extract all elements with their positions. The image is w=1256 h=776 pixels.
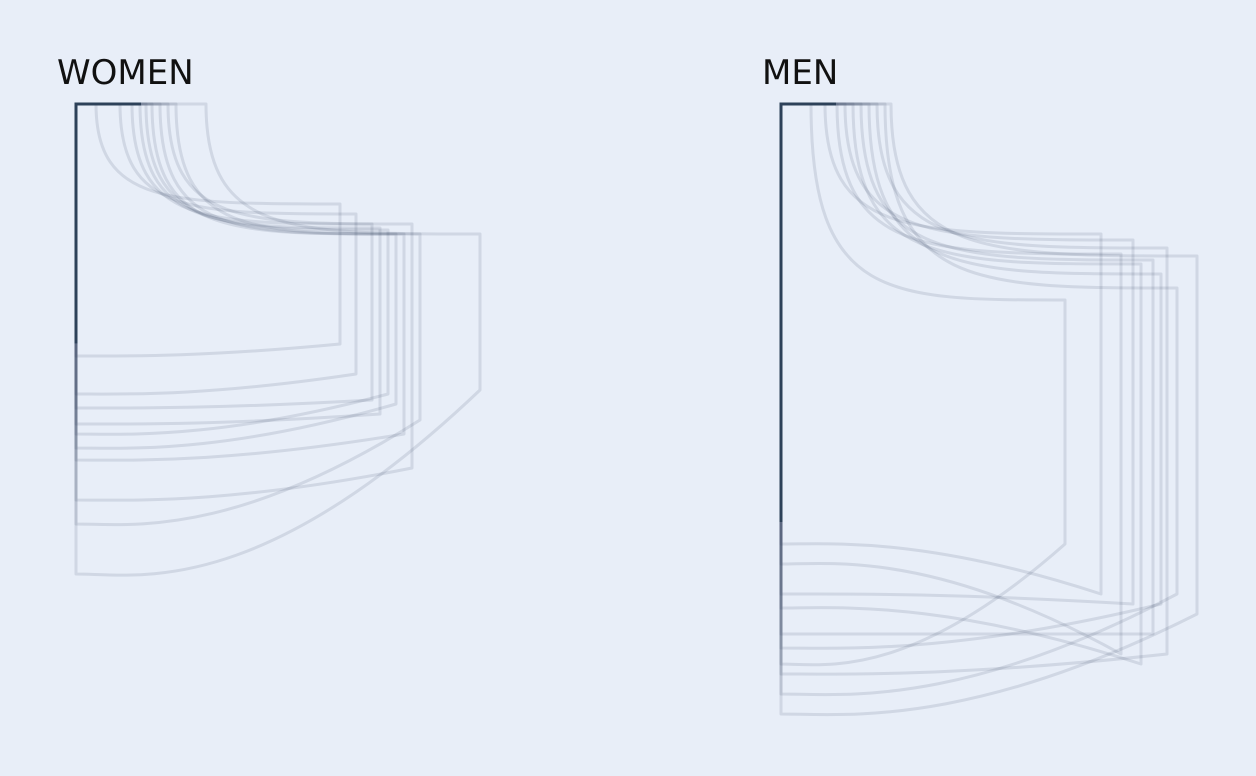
pocket: [74, 102, 422, 527]
pocket: [74, 102, 382, 426]
pocket: [779, 102, 1155, 636]
pocket: [74, 102, 358, 396]
pocket: [779, 102, 1103, 596]
pocket: [779, 102, 1179, 697]
pocket: [74, 102, 414, 502]
pocket: [779, 102, 1135, 606]
pocket: [779, 102, 1123, 656]
panel-title: WOMEN: [57, 53, 194, 93]
pocket: [74, 102, 406, 462]
pocket: [779, 102, 1067, 667]
pocket: [779, 102, 1163, 650]
pocket: [74, 102, 342, 358]
pocket-edge: [779, 102, 836, 522]
pocket-edge: [74, 102, 141, 344]
pocket: [779, 102, 1199, 717]
pocket: [74, 102, 374, 410]
pocket: [74, 102, 398, 450]
pocket: [779, 102, 1143, 666]
pocket: [74, 102, 390, 436]
pocket: [779, 102, 1169, 676]
pocket: [74, 102, 482, 577]
panel-title: MEN: [762, 53, 838, 93]
